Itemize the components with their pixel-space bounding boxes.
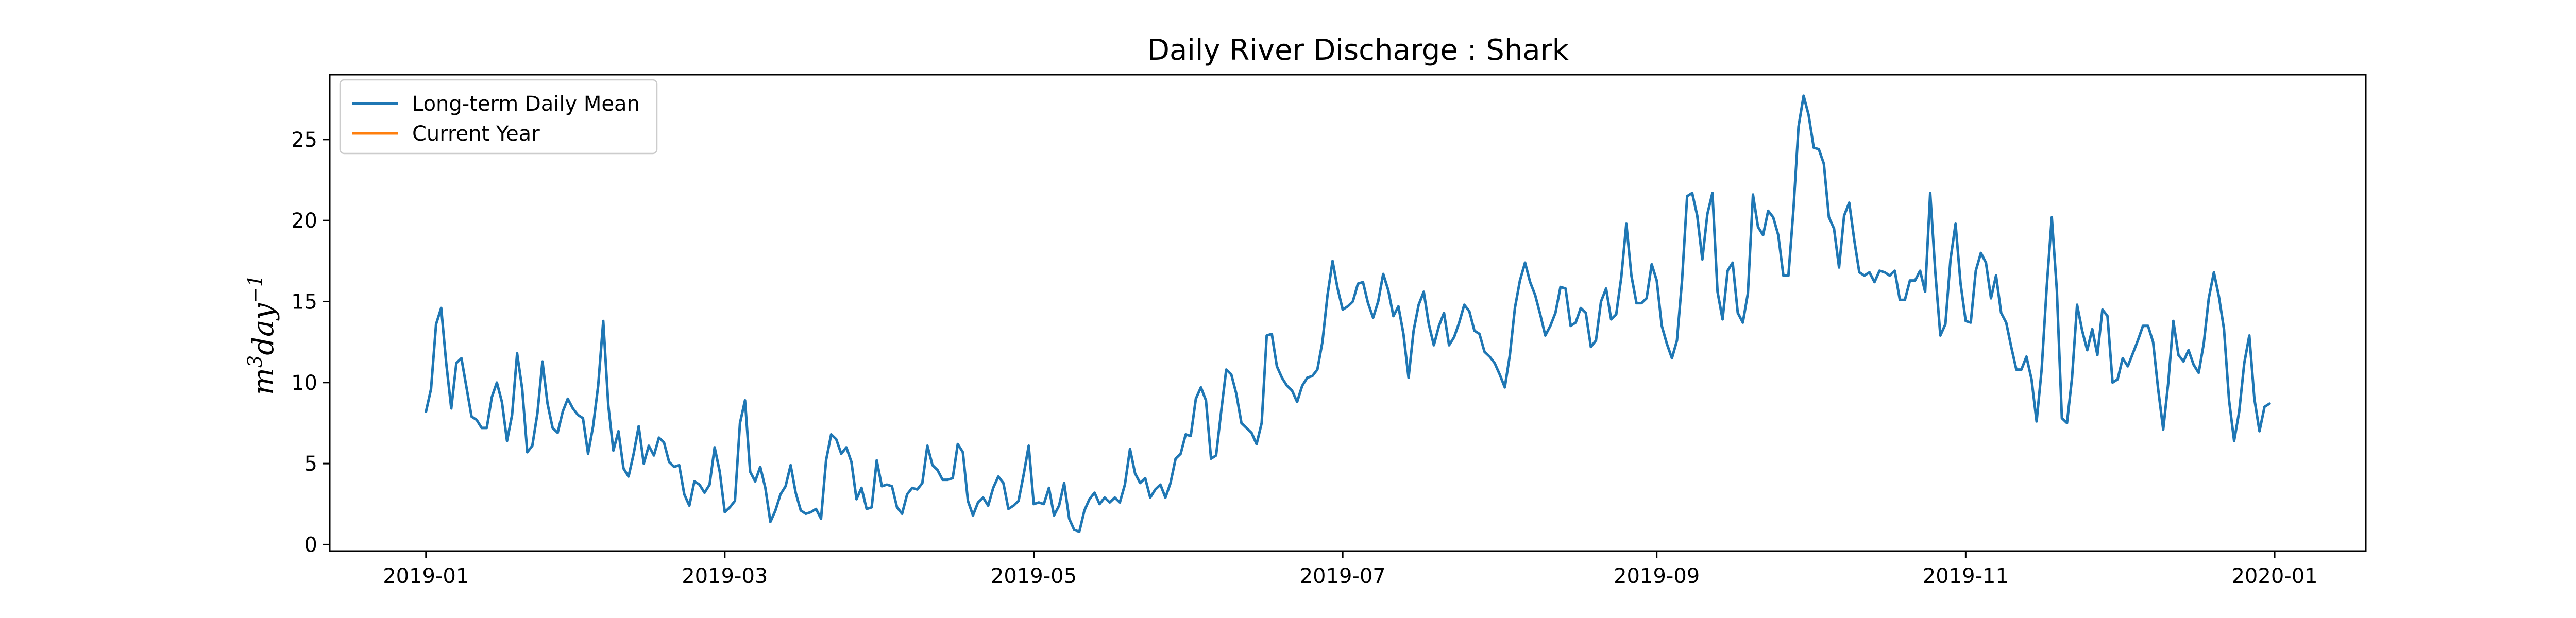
legend-label-current-year: Current Year xyxy=(412,122,540,146)
y-tick-label: 25 xyxy=(291,128,317,152)
chart-title: Daily River Discharge : Shark xyxy=(1147,33,1569,67)
legend-label-long-term-daily-mean: Long-term Daily Mean xyxy=(412,92,640,116)
y-axis-label-sup2: −1 xyxy=(244,274,266,303)
plot-frame xyxy=(329,74,2367,552)
x-tick-label: 2019-03 xyxy=(682,564,768,588)
y-tick-label: 5 xyxy=(304,452,317,476)
series-line-long-term-daily-mean xyxy=(425,94,2271,533)
y-tick-label: 20 xyxy=(291,209,317,233)
x-tick-label: 2020-01 xyxy=(2231,564,2317,588)
x-tick-label: 2019-11 xyxy=(1923,564,2009,588)
y-tick-label: 15 xyxy=(291,290,317,314)
legend: Long-term Daily Mean Current Year xyxy=(339,79,658,154)
y-axis-label-sup1: 3 xyxy=(244,355,266,368)
legend-box xyxy=(339,79,658,154)
x-tick-label: 2019-07 xyxy=(1300,564,1386,588)
x-tick-label: 2019-05 xyxy=(991,564,1077,588)
x-tick-label: 2019-09 xyxy=(1614,564,1700,588)
y-tick-label: 10 xyxy=(291,371,317,395)
y-tick-label: 0 xyxy=(304,533,317,557)
y-axis-label-mid: day xyxy=(247,303,280,355)
axis-ticks: 2019-01 2019-03 2019-05 2019-07 2019-09 2019-… xyxy=(291,128,2318,588)
plot-area xyxy=(425,94,2271,533)
x-tick-label: 2019-01 xyxy=(383,564,469,588)
y-axis-label-base: m xyxy=(247,368,280,395)
y-axis-label: m3day−1 xyxy=(244,274,280,395)
